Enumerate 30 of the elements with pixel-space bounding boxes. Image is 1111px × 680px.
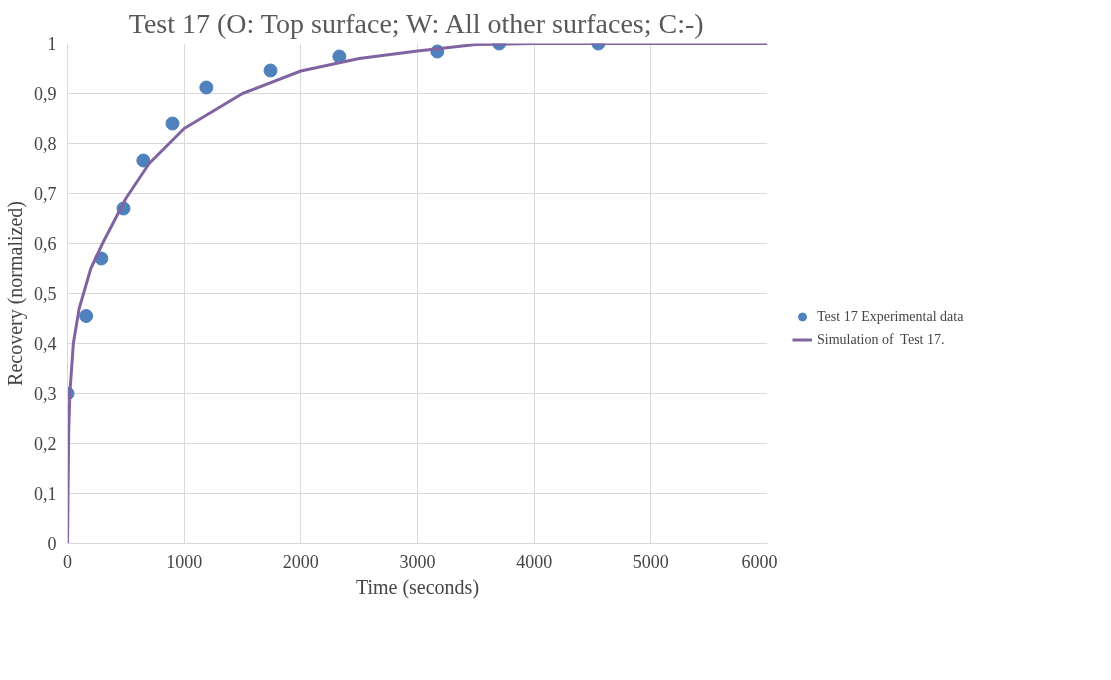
x-tick-label: 0	[63, 551, 72, 572]
point	[332, 49, 347, 64]
x-axis-title: Time (seconds)	[355, 575, 480, 599]
x-tick-label: 2000	[282, 551, 319, 572]
x-tick-label: 1000	[166, 551, 203, 572]
y-tick-label: 0,3	[34, 384, 57, 404]
y-tick-label: 0,6	[34, 234, 57, 254]
legend-label: Test 17 Experimental data	[817, 308, 964, 325]
y-tick-label: 0,5	[34, 284, 57, 304]
legend-label: Simulation of Test 17.	[817, 331, 945, 348]
x-tick-label: 5000	[632, 551, 669, 572]
line-series	[67, 43, 768, 544]
x-tick-label: 6000	[741, 551, 778, 572]
point	[79, 309, 94, 323]
point	[165, 116, 180, 131]
y-tick-label: 0,7	[34, 184, 57, 204]
x-tick-label: 4000	[516, 551, 553, 572]
x-tick-label: 3000	[399, 551, 436, 572]
y-tick-label: 0,2	[34, 434, 57, 454]
point	[263, 63, 278, 78]
y-tick-label: 0,4	[34, 334, 57, 354]
point	[136, 153, 151, 168]
y-tick-label: 0,9	[34, 84, 57, 104]
y-tick-label: 0	[47, 534, 57, 554]
y-tick-label: 0,8	[34, 134, 57, 154]
chart-title: Test 17 (O: Top surface; W: All other surfaces; C:-)	[128, 7, 704, 39]
point	[199, 80, 214, 95]
y-axis-title: Recovery (normalized)	[4, 201, 27, 386]
y-tick-label: 0,1	[34, 484, 57, 504]
y-tick-label: 1	[47, 34, 57, 54]
